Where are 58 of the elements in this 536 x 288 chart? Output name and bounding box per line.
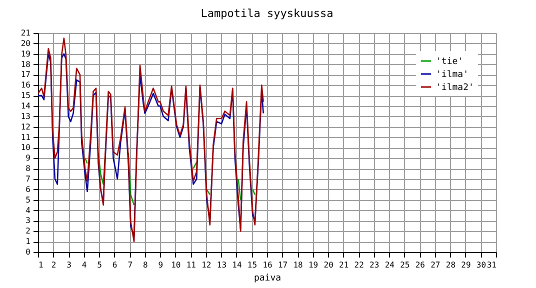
- x-tick-label: 16: [262, 260, 272, 270]
- x-tick-label: 6: [112, 260, 118, 270]
- x-tick-label: 23: [370, 260, 380, 270]
- x-tick-label: 30: [476, 260, 486, 270]
- y-tick-label: 12: [20, 122, 31, 132]
- x-tick-label: 18: [293, 260, 304, 270]
- x-tick-label: 11: [186, 260, 196, 270]
- x-tick-label: 29: [461, 260, 471, 270]
- x-tick-label: 2: [51, 260, 56, 270]
- x-tick-label: 26: [415, 260, 426, 270]
- y-tick-label: 6: [26, 184, 31, 194]
- x-tick-label: 31: [486, 260, 497, 270]
- x-tick-label: 15: [247, 260, 258, 270]
- y-tick-label: 10: [20, 143, 31, 152]
- y-tick-label: 2: [26, 226, 31, 236]
- x-tick-label: 28: [446, 260, 456, 270]
- x-tick-label: 3: [66, 260, 72, 270]
- x-tick-label: 9: [158, 260, 164, 270]
- legend-label: 'ilma2': [436, 83, 474, 93]
- y-tick-label: 19: [20, 49, 31, 58]
- legend-label: 'tie': [436, 57, 464, 67]
- x-tick-label: 27: [430, 260, 440, 270]
- y-tick-label: 0: [26, 248, 31, 256]
- x-tick-label: 25: [400, 260, 410, 270]
- x-tick-label: 1: [38, 260, 44, 270]
- x-tick-label: 12: [202, 260, 212, 270]
- x-tick-label: 13: [216, 260, 227, 270]
- x-tick-label: 20: [324, 260, 334, 270]
- x-tick-label: 24: [384, 260, 395, 270]
- x-tick-label: 19: [308, 260, 318, 270]
- legend-label: 'ilma': [436, 70, 469, 80]
- y-tick-label: 11: [20, 132, 31, 142]
- y-tick-label: 21: [20, 28, 31, 38]
- y-tick-label: 18: [20, 60, 31, 69]
- y-tick-label: 1: [26, 237, 31, 246]
- x-tick-label: 4: [82, 260, 87, 270]
- x-tick-label: 21: [339, 260, 349, 270]
- y-tick-label: 4: [26, 206, 31, 215]
- x-tick-label: 8: [142, 260, 148, 270]
- y-tick-label: 8: [26, 164, 31, 174]
- y-tick-label: 13: [20, 112, 31, 121]
- x-axis-title: paiva: [254, 274, 282, 284]
- y-tick-label: 16: [20, 80, 31, 90]
- y-tick-label: 7: [26, 174, 31, 184]
- chart-title: Lampotila syyskuussa: [200, 7, 334, 20]
- x-tick-label: 5: [97, 260, 102, 270]
- y-tick-label: 3: [26, 216, 31, 226]
- x-tick-label: 14: [232, 260, 242, 270]
- y-tick-label: 14: [20, 102, 31, 110]
- x-tick-label: 22: [354, 260, 364, 270]
- y-tick-label: 9: [26, 154, 31, 163]
- y-tick-label: 5: [26, 195, 31, 204]
- y-tick-label: 17: [20, 70, 31, 80]
- x-tick-label: 7: [128, 260, 133, 270]
- x-tick-label: 17: [278, 260, 288, 270]
- x-tick-label: 10: [171, 260, 181, 270]
- y-tick-label: 20: [20, 38, 31, 48]
- y-tick-label: 15: [20, 91, 31, 100]
